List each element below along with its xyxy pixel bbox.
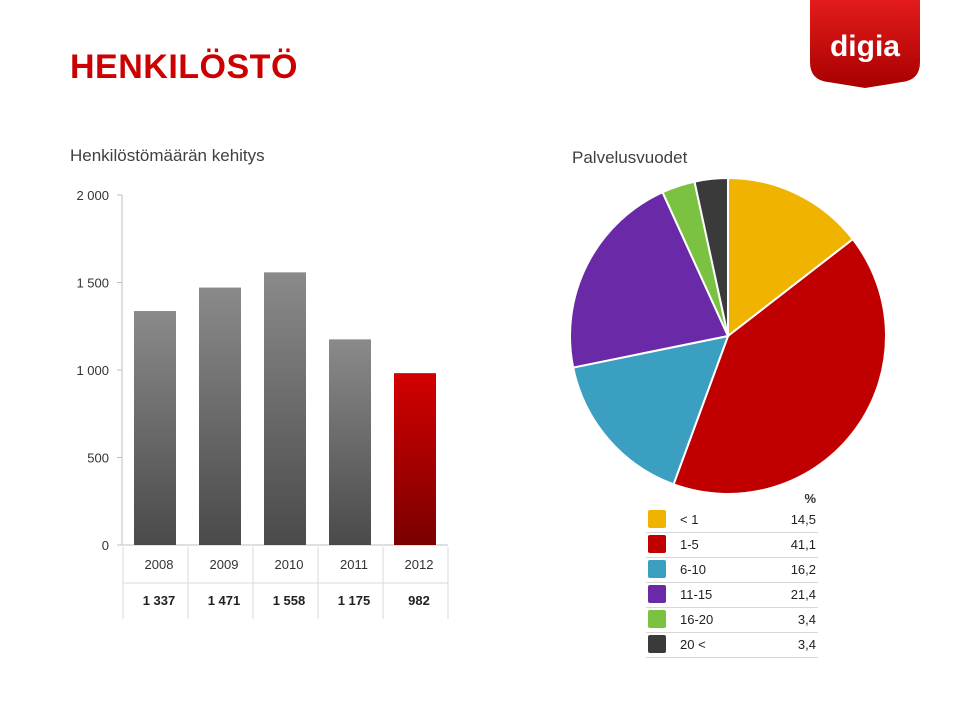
legend-value: 41,1 xyxy=(790,537,816,552)
legend-swatch xyxy=(648,560,666,578)
legend-label: < 1 xyxy=(680,512,699,527)
bar-2010 xyxy=(264,272,306,545)
legend-row: 6-10 16,2 xyxy=(646,558,818,583)
legend-label: 1-5 xyxy=(680,537,699,552)
legend-swatch xyxy=(648,535,666,553)
legend-value: 3,4 xyxy=(797,637,816,652)
y-tick-label: 0 xyxy=(102,538,109,553)
y-tick-label: 1 500 xyxy=(76,276,109,291)
legend-row: 1-5 41,1 xyxy=(646,533,818,558)
legend-value: 16,2 xyxy=(790,562,816,577)
pie-slice-20- xyxy=(693,176,729,337)
legend-label: 20 < xyxy=(680,637,706,652)
x-category-label: 2009 xyxy=(210,557,239,572)
legend-row: 11-15 21,4 xyxy=(646,583,818,608)
x-category-label: 2008 xyxy=(145,557,174,572)
bar-2008 xyxy=(134,311,176,545)
service-years-pie-chart xyxy=(569,176,887,495)
x-category-label: 2010 xyxy=(275,557,304,572)
logo-text: digia xyxy=(830,30,900,63)
bar-value-label: 1 558 xyxy=(273,593,306,608)
legend-label: 16-20 xyxy=(680,612,714,627)
legend-value: 21,4 xyxy=(790,587,816,602)
legend-row: 20 < 3,4 xyxy=(646,633,818,658)
pie-slice-1-5 xyxy=(672,237,887,495)
pie-chart-title: Palvelusvuodet xyxy=(572,148,688,167)
legend-unit-header: % xyxy=(804,491,816,506)
legend-swatch xyxy=(648,610,666,628)
y-tick-label: 1 000 xyxy=(76,363,109,378)
staff-count-bar-chart: 0 500 1 000 1 500 2 000 2008 1 337 2009 1 471 201… xyxy=(76,188,449,619)
y-tick-label: 500 xyxy=(87,451,109,466)
bar-value-label: 1 175 xyxy=(338,593,371,608)
page-title: HENKILÖSTÖ xyxy=(70,48,298,86)
x-category-label: 2012 xyxy=(405,557,434,572)
pie-slice-6-10 xyxy=(572,334,730,486)
bar-2009 xyxy=(199,287,241,545)
bar-value-label: 1 337 xyxy=(143,593,176,608)
pie-legend-table: % < 1 14,5 1-5 41,1 6-10 16,2 11-15 21,4 16-20 3,… xyxy=(646,490,818,658)
legend-label: 11-15 xyxy=(680,587,713,602)
y-tick-label: 2 000 xyxy=(76,188,109,203)
legend-value: 14,5 xyxy=(790,512,816,527)
bar-chart-title: Henkilöstömäärän kehitys xyxy=(70,146,265,165)
pie-slice--1 xyxy=(727,176,855,339)
legend-swatch xyxy=(648,510,666,528)
bar-value-label: 1 471 xyxy=(208,593,241,608)
legend-swatch xyxy=(648,635,666,653)
bar-2012 xyxy=(394,373,436,545)
legend-label: 6-10 xyxy=(680,562,707,577)
legend-value: 3,4 xyxy=(797,612,816,627)
legend-row: < 1 14,5 xyxy=(646,508,818,533)
legend-row: 16-20 3,4 xyxy=(646,608,818,633)
pie-slice-11-15 xyxy=(569,190,730,369)
x-category-label: 2011 xyxy=(340,557,368,572)
legend-swatch xyxy=(648,585,666,603)
digia-logo: digia xyxy=(810,0,920,88)
bar-value-label: 982 xyxy=(408,593,430,608)
bar-2011 xyxy=(329,339,371,545)
